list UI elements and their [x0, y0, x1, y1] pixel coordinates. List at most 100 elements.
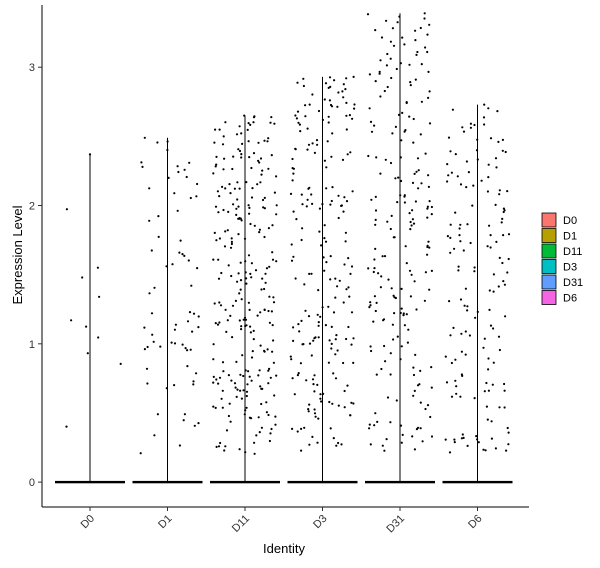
data-point — [252, 121, 255, 124]
data-point — [428, 200, 431, 203]
data-point — [310, 272, 313, 275]
data-point — [300, 193, 303, 196]
data-point — [373, 267, 376, 270]
data-point — [218, 376, 222, 379]
data-point — [306, 127, 309, 130]
data-point — [266, 140, 269, 143]
data-point — [238, 125, 241, 128]
data-point — [396, 335, 399, 338]
data-point — [275, 374, 278, 377]
data-point — [222, 370, 225, 373]
data-point — [507, 431, 510, 434]
group-d1 — [132, 136, 203, 484]
data-point — [412, 366, 415, 369]
data-point — [352, 337, 355, 340]
data-point — [337, 194, 340, 197]
data-point — [506, 426, 509, 430]
data-point — [343, 406, 346, 409]
data-point — [385, 19, 388, 22]
data-point — [424, 271, 427, 274]
data-point — [411, 209, 414, 212]
data-point — [413, 389, 416, 392]
data-point — [148, 187, 151, 190]
data-point — [304, 115, 307, 118]
data-point — [190, 284, 193, 287]
data-point — [374, 247, 377, 250]
data-point — [345, 337, 348, 341]
data-point — [330, 347, 333, 350]
data-point — [267, 167, 270, 170]
data-point — [230, 379, 233, 382]
data-point — [463, 304, 466, 307]
data-point — [294, 114, 297, 117]
data-point — [174, 323, 177, 326]
data-point — [471, 204, 474, 207]
data-point — [231, 167, 234, 171]
data-point — [390, 214, 393, 217]
data-point — [197, 315, 200, 318]
data-point — [337, 441, 340, 445]
data-point — [247, 140, 250, 143]
data-point — [308, 403, 311, 406]
x-tick-label: D3 — [311, 513, 329, 531]
data-point — [454, 211, 457, 214]
data-point — [348, 114, 351, 117]
data-point — [240, 298, 243, 301]
data-point — [345, 114, 348, 117]
data-point — [485, 405, 488, 408]
data-point — [272, 296, 275, 299]
x-tick-label: D11 — [230, 513, 252, 535]
data-point — [237, 233, 240, 236]
data-point — [251, 350, 254, 353]
plot-marks — [55, 12, 513, 484]
data-point — [473, 266, 476, 269]
data-point — [497, 285, 500, 288]
data-point — [217, 382, 220, 385]
data-point — [336, 105, 339, 108]
data-point — [219, 304, 223, 307]
data-point — [239, 288, 242, 291]
data-point — [343, 196, 346, 199]
y-tick-label: 3 — [29, 62, 35, 74]
data-point — [401, 433, 404, 436]
x-tick-label: D1 — [156, 513, 174, 531]
data-point — [488, 224, 491, 227]
data-point — [450, 361, 453, 365]
data-point — [458, 227, 461, 230]
data-point — [246, 383, 249, 386]
data-point — [260, 426, 263, 429]
data-point — [166, 148, 169, 152]
data-point — [265, 401, 268, 404]
data-point — [403, 201, 406, 204]
data-point — [385, 438, 388, 441]
data-point — [446, 235, 449, 238]
data-point — [301, 227, 304, 230]
data-point — [229, 420, 232, 423]
data-point — [317, 336, 320, 339]
data-point — [272, 361, 275, 364]
data-point — [215, 163, 218, 166]
data-point — [292, 167, 295, 170]
data-point — [374, 412, 377, 415]
data-point — [501, 138, 504, 141]
data-point — [504, 150, 507, 154]
data-point — [498, 406, 501, 409]
data-point — [345, 101, 348, 104]
data-point — [221, 406, 224, 409]
data-point — [166, 140, 169, 143]
data-point — [487, 163, 490, 166]
data-point — [413, 280, 416, 283]
data-point — [231, 336, 234, 339]
data-point — [334, 296, 337, 299]
data-point — [251, 187, 254, 190]
data-point — [254, 269, 258, 272]
data-point — [487, 107, 490, 110]
data-point — [334, 338, 337, 341]
data-point — [492, 273, 495, 276]
data-point — [244, 260, 247, 263]
data-point — [416, 50, 419, 54]
data-point — [273, 394, 276, 397]
data-point — [228, 402, 231, 405]
data-point — [237, 205, 240, 208]
data-point — [143, 326, 146, 329]
